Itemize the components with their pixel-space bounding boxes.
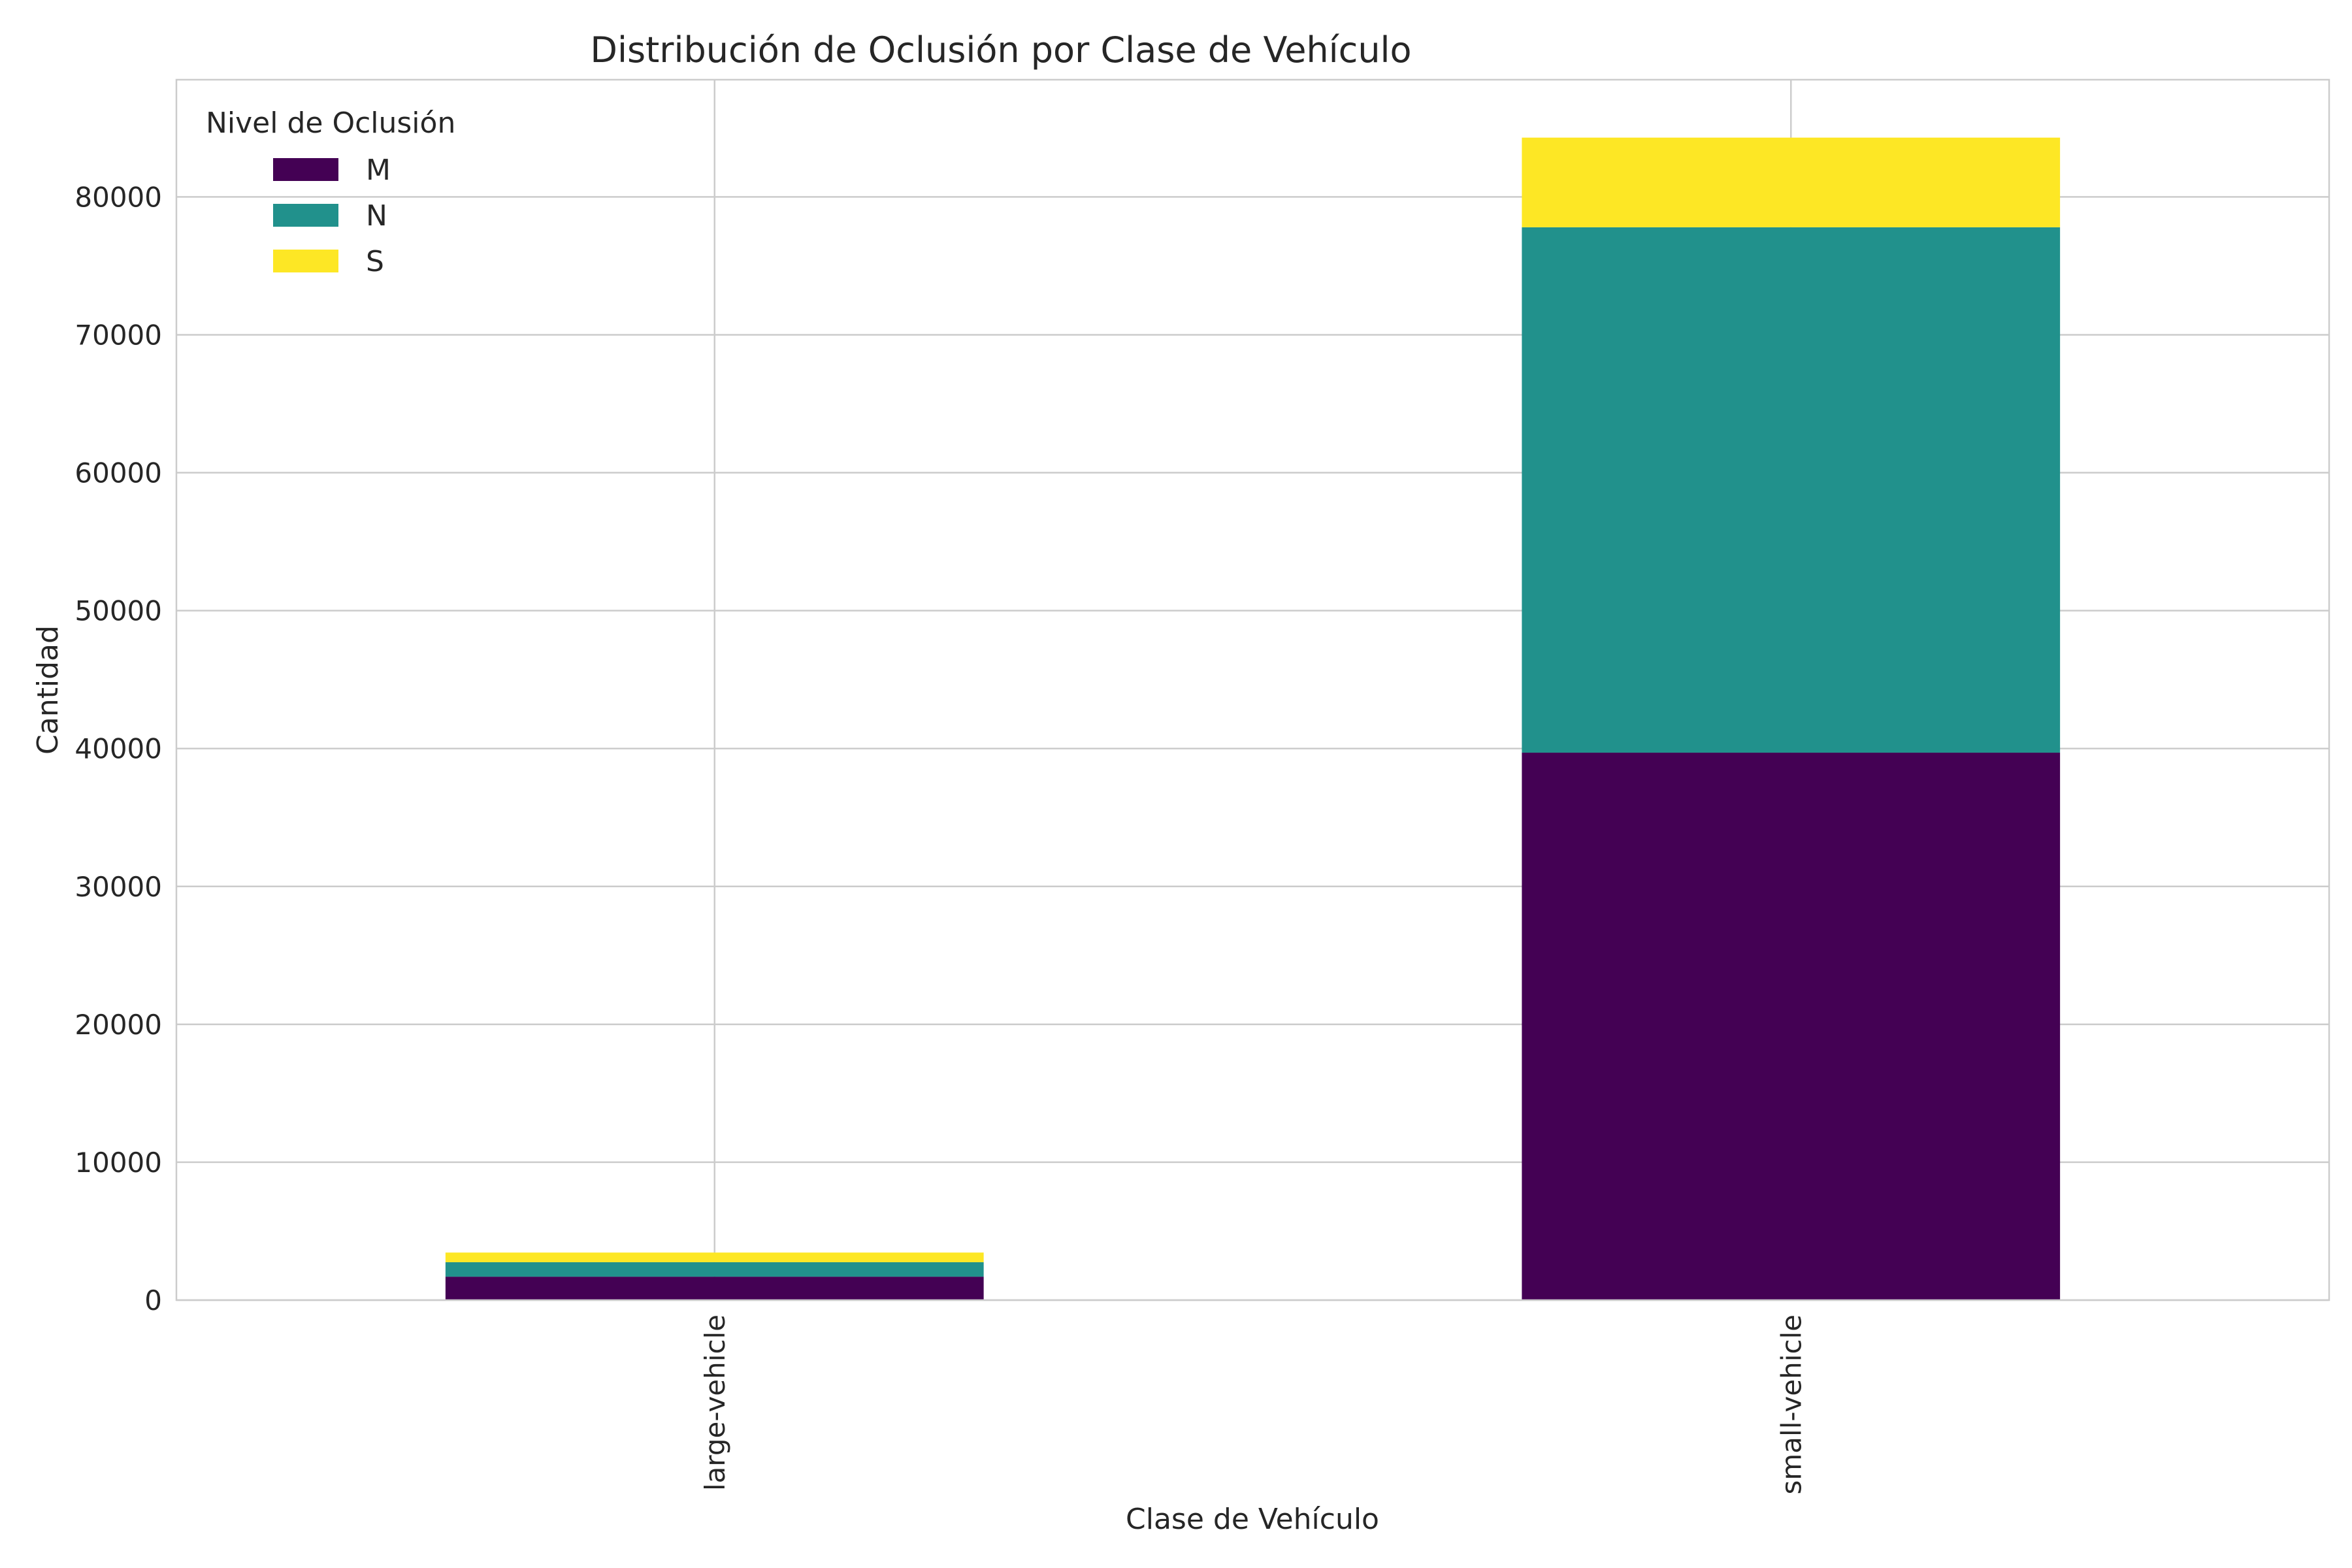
legend-label-N: N <box>366 199 387 233</box>
legend-label-S: S <box>366 245 384 278</box>
y-tick-label: 80000 <box>74 181 162 213</box>
legend-label-M: M <box>366 154 391 187</box>
y-tick-label: 30000 <box>74 871 162 903</box>
bar-large-vehicle-S <box>445 1252 984 1262</box>
legend-swatch-S <box>273 250 338 272</box>
bar-small-vehicle-S <box>1522 137 2061 227</box>
bar-large-vehicle-M <box>445 1277 984 1300</box>
bar-small-vehicle-M <box>1522 753 2061 1300</box>
y-tick-label: 10000 <box>74 1147 162 1179</box>
y-tick-label: 60000 <box>74 457 162 489</box>
x-tick-label: large-vehicle <box>699 1315 731 1491</box>
legend-swatch-N <box>273 204 338 227</box>
y-tick-label: 40000 <box>74 733 162 765</box>
plot-frame <box>175 78 2330 1301</box>
y-tick-label: 70000 <box>74 319 162 351</box>
x-axis-ticks: large-vehicle small-vehicle <box>699 1315 1808 1494</box>
bar-large-vehicle-N <box>445 1262 984 1277</box>
y-tick-label: 0 <box>144 1284 162 1316</box>
x-tick-label: small-vehicle <box>1775 1315 1807 1494</box>
bar-small-vehicle-N <box>1522 227 2061 753</box>
x-axis-label: Clase de Vehículo <box>1126 1503 1379 1536</box>
legend-items: MNS <box>273 154 391 278</box>
y-tick-label: 20000 <box>74 1009 162 1041</box>
y-tick-label: 50000 <box>74 595 162 627</box>
legend-title: Nivel de Oclusión <box>206 106 455 140</box>
legend: Nivel de Oclusión MNS <box>206 106 455 278</box>
legend-swatch-M <box>273 158 338 181</box>
y-axis-label: Cantidad <box>31 625 65 755</box>
chart-title: Distribución de Oclusión por Clase de Ve… <box>590 29 1411 71</box>
bars <box>445 137 2061 1300</box>
y-axis-ticks: 0 10000 20000 30000 40000 50000 60000 70000 8000… <box>74 181 162 1316</box>
